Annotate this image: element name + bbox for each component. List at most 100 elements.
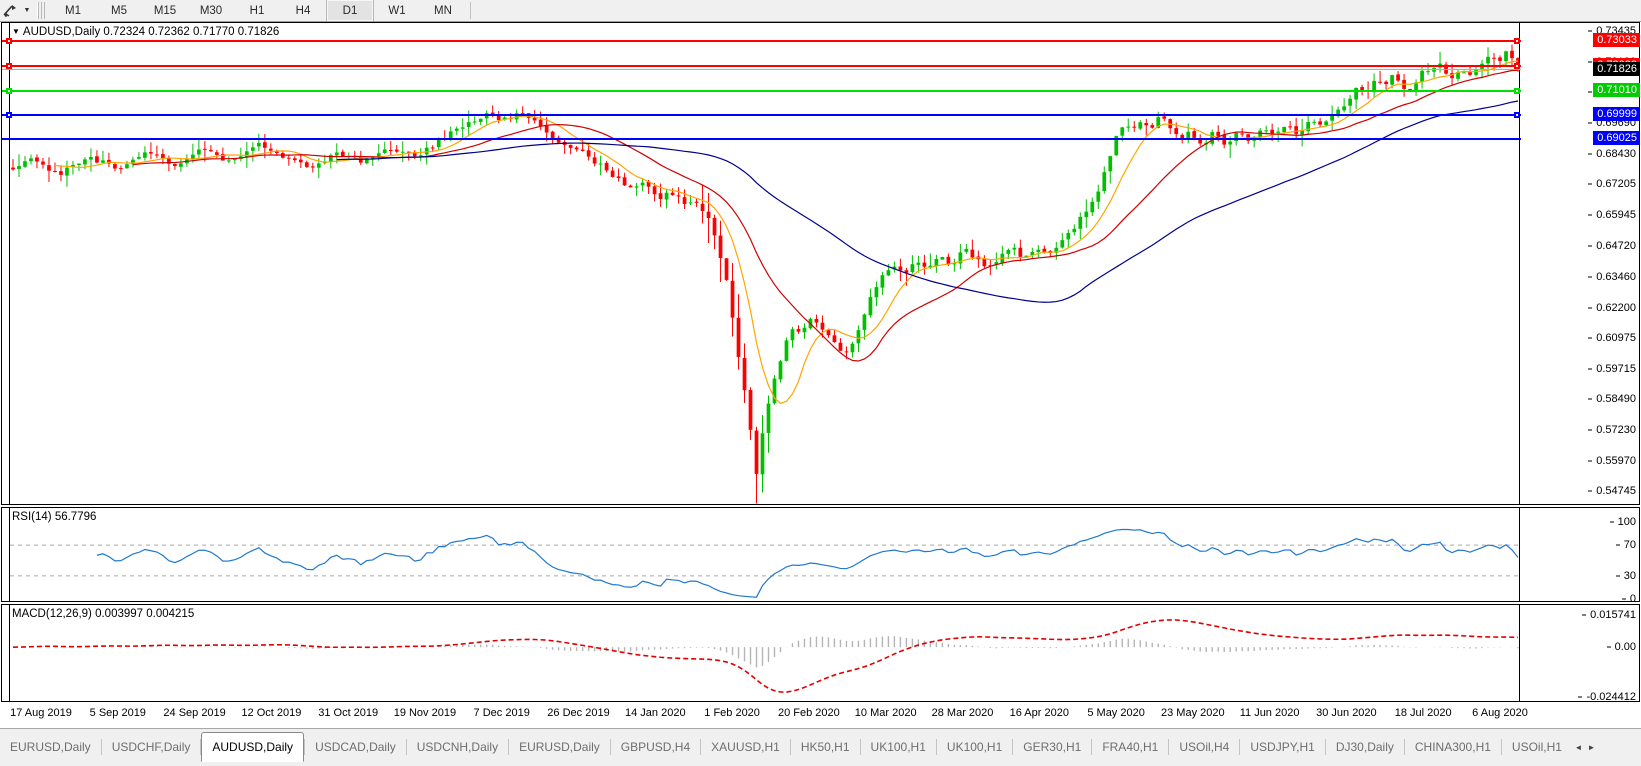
level-line-handle[interactable] <box>1514 37 1520 44</box>
timeframe-h4[interactable]: H4 <box>295 4 311 17</box>
rsi-tick: 100 <box>1609 516 1636 528</box>
toolbar-grip[interactable] <box>37 2 47 19</box>
price-level-line[interactable] <box>2 39 1521 42</box>
price-level-label: 0.71010 <box>1593 82 1640 97</box>
price-level-line[interactable] <box>2 64 1521 67</box>
chart-tab-eurusd-daily[interactable]: EURUSD,Daily <box>519 740 600 754</box>
chart-tab-usoil-h1[interactable]: USOil,H1 <box>1511 740 1562 754</box>
timeframe-h1[interactable]: H1 <box>249 4 265 17</box>
price-level-line[interactable] <box>2 89 1521 92</box>
chart-tab-china300-h1[interactable]: CHINA300,H1 <box>1414 740 1491 754</box>
price-level-label: 0.69025 <box>1593 131 1640 146</box>
price-tick: 0.57230 <box>1588 424 1636 436</box>
timeframe-m15[interactable]: M15 <box>153 4 177 17</box>
level-line-handle[interactable] <box>6 37 12 44</box>
tab-divider <box>304 739 306 755</box>
rsi-tick: 30 <box>1615 570 1636 582</box>
price-chart-pane[interactable]: ▼ AUDUSD,Daily 0.72324 0.72362 0.71770 0.… <box>1 22 1640 505</box>
date-tick: 10 Mar 2020 <box>854 707 917 719</box>
macd-plot-area[interactable] <box>2 605 1639 701</box>
timeframe-m5[interactable]: M5 <box>111 4 127 17</box>
rsi-tick: 70 <box>1615 539 1636 551</box>
level-line-handle[interactable] <box>6 87 12 94</box>
date-tick: 23 May 2020 <box>1160 707 1225 719</box>
rsi-pane[interactable]: RSI(14) 56.7796 100 70 30 0 <box>1 507 1640 605</box>
chevron-right-icon[interactable]: ► <box>1587 742 1596 752</box>
macd-series <box>12 619 1519 693</box>
chevron-left-icon[interactable]: ◄ <box>1574 742 1583 752</box>
date-tick: 24 Sep 2019 <box>163 707 226 719</box>
date-tick: 26 Dec 2019 <box>547 707 610 719</box>
chart-tab-bar[interactable]: EURUSD,Daily USDCHF,Daily AUDUSD,Daily USDC… <box>0 728 1641 766</box>
tab-divider <box>200 739 202 755</box>
date-tick: 19 Nov 2019 <box>393 707 457 719</box>
chart-tab-eurusd-daily[interactable]: EURUSD,Daily <box>10 740 91 754</box>
tab-divider <box>1168 739 1170 755</box>
date-tick: 28 Mar 2020 <box>931 707 994 719</box>
price-pane-header: ▼ AUDUSD,Daily 0.72324 0.72362 0.71770 0.… <box>12 26 279 38</box>
pane-left-rule <box>9 23 10 504</box>
price-tick: 0.67205 <box>1588 178 1636 190</box>
price-tick: 0.63460 <box>1588 271 1636 283</box>
chart-tab-usdjpy-h1[interactable]: USDJPY,H1 <box>1250 740 1315 754</box>
level-line-handle[interactable] <box>1514 62 1520 69</box>
chart-tab-usoil-h4[interactable]: USOil,H4 <box>1179 740 1230 754</box>
date-tick: 6 Aug 2020 <box>1472 707 1528 719</box>
price-tick: 0.55970 <box>1588 455 1636 467</box>
rsi-plot-area[interactable] <box>2 508 1639 601</box>
tab-divider <box>100 739 102 755</box>
tab-divider <box>1091 739 1093 755</box>
price-plot-area[interactable] <box>2 23 1639 504</box>
price-level-line[interactable] <box>2 114 1521 117</box>
chart-tab-usdchf-daily[interactable]: USDCHF,Daily <box>111 740 191 754</box>
chart-tab-fra40-h1[interactable]: FRA40,H1 <box>1102 740 1159 754</box>
chart-tab-hk50-h1[interactable]: HK50,H1 <box>800 740 850 754</box>
tab-divider <box>1012 739 1014 755</box>
chart-tab-usdcad-daily[interactable]: USDCAD,Daily <box>315 740 396 754</box>
level-line-handle[interactable] <box>1514 112 1520 119</box>
chart-tab-dj30-daily[interactable]: DJ30,Daily <box>1335 740 1394 754</box>
chart-tab-uk100-h1[interactable]: UK100,H1 <box>946 740 1003 754</box>
price-pane-header-text: AUDUSD,Daily 0.72324 0.72362 0.71770 0.7… <box>22 26 280 38</box>
timeframe-m30[interactable]: M30 <box>199 4 223 17</box>
price-tick: 0.68430 <box>1588 148 1636 160</box>
chevron-down-icon[interactable]: ▼ <box>23 7 31 14</box>
chart-tab-usdcnh-daily[interactable]: USDCNH,Daily <box>416 740 499 754</box>
tab-divider <box>789 739 791 755</box>
tab-divider <box>508 739 510 755</box>
date-tick: 18 Jul 2020 <box>1394 707 1452 719</box>
rsi-axis-rule <box>1519 508 1520 601</box>
price-level-line[interactable] <box>2 138 1521 141</box>
timeframe-d1[interactable]: D1 <box>326 0 374 21</box>
price-tick: 0.54745 <box>1588 485 1636 497</box>
chart-tab-xauusd-h1[interactable]: XAUUSD,H1 <box>711 740 780 754</box>
price-tick: 0.65945 <box>1588 209 1636 221</box>
macd-pane-header: MACD(12,26,9) 0.003997 0.004215 <box>12 608 195 620</box>
rsi-series <box>10 528 1521 598</box>
price-level-line[interactable] <box>2 69 1521 71</box>
level-line-handle[interactable] <box>1514 87 1520 94</box>
timeframe-m1[interactable]: M1 <box>65 4 81 17</box>
date-tick: 5 Sep 2019 <box>89 707 146 719</box>
pane-left-rule <box>9 508 10 601</box>
chart-tab-gbpusd-h4[interactable]: GBPUSD,H4 <box>620 740 691 754</box>
macd-axis-rule <box>1519 605 1520 701</box>
level-line-handle[interactable] <box>6 112 12 119</box>
chart-tab-ger30-h1[interactable]: GER30,H1 <box>1023 740 1082 754</box>
crosshair-cursor-icon[interactable] <box>0 1 20 20</box>
candlestick-series <box>11 44 1520 504</box>
tab-divider <box>859 739 861 755</box>
timeframe-w1[interactable]: W1 <box>388 4 406 17</box>
collapse-triangle-icon[interactable]: ▼ <box>12 27 20 36</box>
level-line-handle[interactable] <box>6 62 12 69</box>
timeframe-mn[interactable]: MN <box>434 4 452 17</box>
macd-tick: 0.00 <box>1606 641 1636 653</box>
date-tick: 1 Feb 2020 <box>704 707 760 719</box>
price-level-label: 0.73033 <box>1593 32 1640 47</box>
chart-tab-uk100-h1[interactable]: UK100,H1 <box>870 740 926 754</box>
tab-divider <box>405 739 407 755</box>
chart-tab-audusd-daily[interactable]: AUDUSD,Daily <box>201 732 305 762</box>
price-tick: 0.59715 <box>1588 363 1636 375</box>
macd-pane[interactable]: MACD(12,26,9) 0.003997 0.004215 0.015741… <box>1 604 1640 703</box>
price-level-label: 0.69999 <box>1593 107 1640 122</box>
